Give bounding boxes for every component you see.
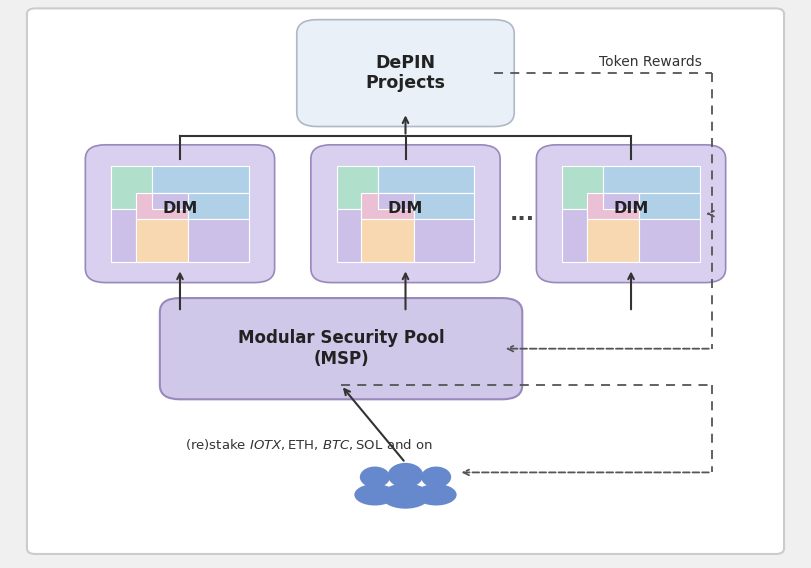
Bar	[136, 219, 188, 262]
FancyBboxPatch shape	[311, 145, 500, 283]
Bar	[587, 193, 639, 219]
Text: (re)stake $IOTX, $ETH, $BTC, $SOL and on: (re)stake $IOTX, $ETH, $BTC, $SOL and on	[185, 437, 432, 452]
FancyBboxPatch shape	[85, 145, 275, 283]
Bar	[337, 209, 362, 262]
Bar	[639, 193, 700, 219]
Bar	[639, 219, 700, 262]
Bar	[378, 193, 414, 209]
FancyBboxPatch shape	[160, 298, 522, 399]
Bar	[111, 209, 136, 262]
Bar	[587, 219, 639, 262]
Bar	[414, 219, 474, 262]
Bar	[152, 193, 188, 209]
Bar	[188, 193, 249, 219]
Text: DIM: DIM	[162, 201, 198, 216]
Ellipse shape	[381, 483, 430, 509]
Text: Modular Security Pool
(MSP): Modular Security Pool (MSP)	[238, 329, 444, 368]
Bar	[362, 219, 414, 262]
Bar	[603, 166, 700, 193]
Bar	[188, 219, 249, 262]
Circle shape	[421, 466, 451, 487]
Bar	[337, 166, 378, 209]
Bar	[562, 166, 603, 209]
FancyBboxPatch shape	[536, 145, 726, 283]
Bar	[378, 166, 474, 193]
Text: DIM: DIM	[388, 201, 423, 216]
Text: Token Rewards: Token Rewards	[599, 55, 702, 69]
Bar	[562, 209, 587, 262]
Bar	[152, 166, 249, 193]
Text: DIM: DIM	[613, 201, 649, 216]
Ellipse shape	[415, 484, 457, 506]
Ellipse shape	[354, 484, 396, 506]
FancyBboxPatch shape	[27, 9, 784, 554]
Circle shape	[360, 466, 390, 487]
Bar	[414, 193, 474, 219]
Bar	[603, 193, 639, 209]
Bar	[111, 166, 152, 209]
Bar	[136, 193, 188, 219]
Text: DePIN
Projects: DePIN Projects	[366, 54, 445, 93]
Bar	[362, 193, 414, 219]
Circle shape	[388, 463, 423, 487]
Text: ...: ...	[510, 204, 534, 224]
FancyBboxPatch shape	[297, 20, 514, 127]
